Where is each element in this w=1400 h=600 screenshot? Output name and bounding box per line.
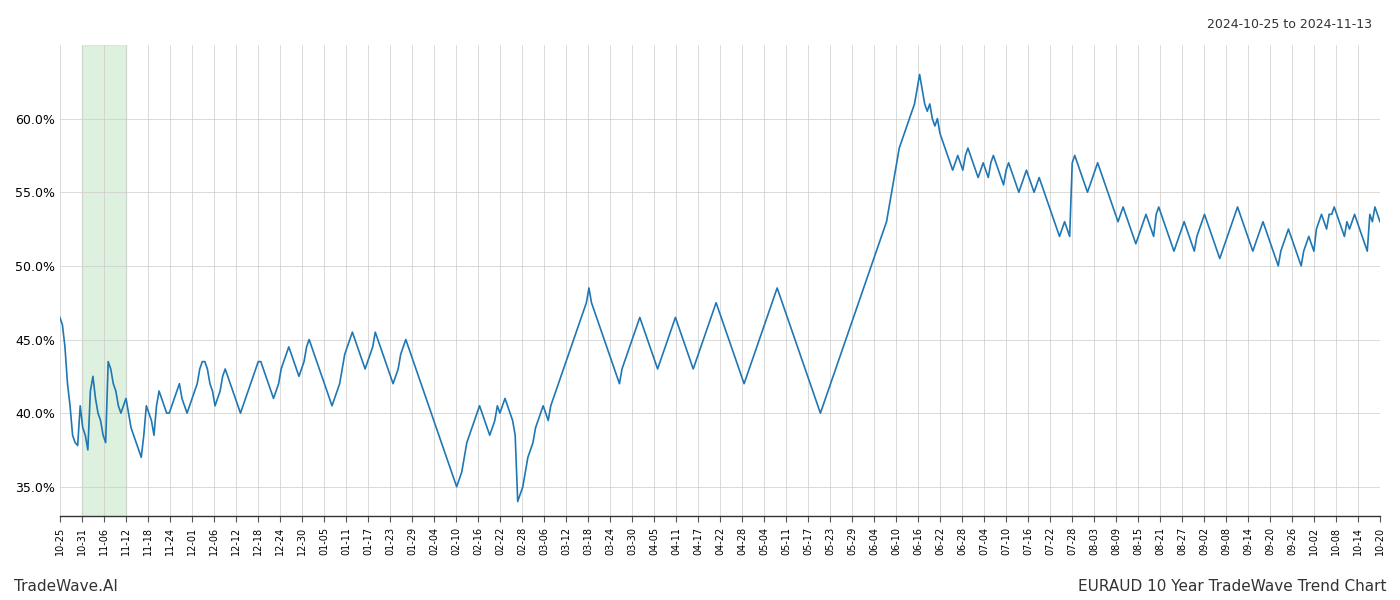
Text: EURAUD 10 Year TradeWave Trend Chart: EURAUD 10 Year TradeWave Trend Chart <box>1078 579 1386 594</box>
Text: 2024-10-25 to 2024-11-13: 2024-10-25 to 2024-11-13 <box>1207 18 1372 31</box>
Bar <box>81 45 126 516</box>
Text: TradeWave.AI: TradeWave.AI <box>14 579 118 594</box>
